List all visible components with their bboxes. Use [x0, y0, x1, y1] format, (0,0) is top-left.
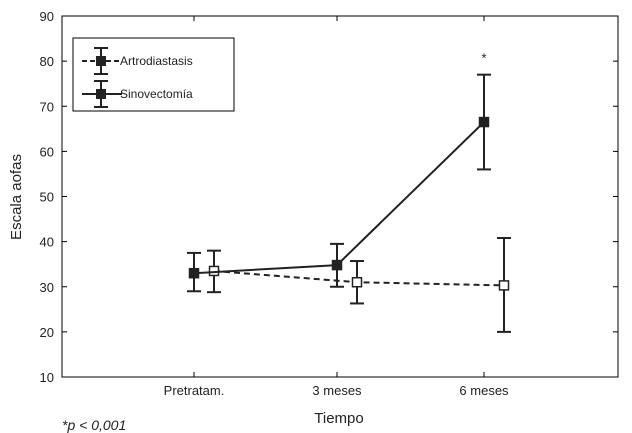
series-layer: *: [187, 51, 511, 333]
legend-label: Sinovectomía: [120, 87, 193, 101]
x-axis-title: Tiempo: [314, 410, 363, 427]
axes: 10 20 30 40 50 60 70 80 90 Pretratam. 3 meses 6 mes…: [40, 9, 619, 398]
y-tick-label: 40: [40, 235, 54, 250]
annotation: *: [481, 51, 486, 66]
y-axis-title: Escala aofas: [8, 154, 25, 240]
x-tick-label: 6 meses: [459, 383, 509, 398]
data-point: [478, 116, 490, 128]
footnote: *p < 0,001: [62, 417, 126, 433]
y-tick-label: 20: [40, 325, 54, 340]
y-tick-label: 90: [40, 9, 54, 24]
legend: Artrodiastasis Sinovectomía: [72, 37, 235, 112]
legend-label: Artrodiastasis: [120, 54, 193, 68]
legend-item: Sinovectomía: [82, 80, 193, 108]
data-point: [331, 259, 343, 271]
legend-marker: [96, 89, 106, 99]
x-tick-label: 3 meses: [312, 383, 362, 398]
y-tick-label: 10: [40, 370, 54, 385]
x-tick-label: Pretratam.: [164, 383, 225, 398]
legend-item: Artrodiastasis: [82, 47, 193, 75]
series-line: [193, 121, 485, 275]
data-point: [498, 280, 510, 291]
y-tick-label: 50: [40, 190, 54, 205]
y-tick-label: 60: [40, 144, 54, 159]
legend-marker: [96, 56, 106, 66]
y-tick-label: 30: [40, 280, 54, 295]
y-tick-label: 80: [40, 54, 54, 69]
data-point: [351, 276, 363, 288]
data-point: [188, 267, 200, 279]
y-tick-label: 70: [40, 99, 54, 114]
